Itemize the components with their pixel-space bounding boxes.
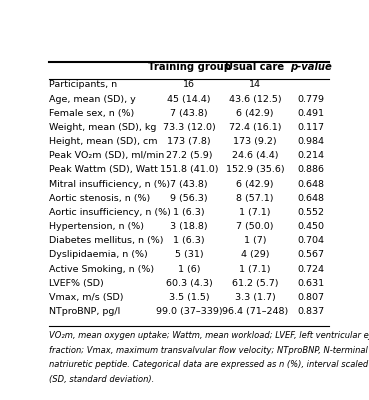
Text: 99.0 (37–339): 99.0 (37–339) — [156, 307, 223, 316]
Text: 0.648: 0.648 — [297, 180, 324, 189]
Text: 8 (57.1): 8 (57.1) — [236, 194, 274, 203]
Text: Aortic insufficiency, n (%): Aortic insufficiency, n (%) — [49, 208, 171, 217]
Text: 0.704: 0.704 — [297, 236, 324, 245]
Text: 1 (6): 1 (6) — [178, 265, 200, 274]
Text: 1 (7.1): 1 (7.1) — [239, 265, 270, 274]
Text: 152.9 (35.6): 152.9 (35.6) — [225, 166, 284, 174]
Text: 0.837: 0.837 — [297, 307, 324, 316]
Text: 9 (56.3): 9 (56.3) — [170, 194, 208, 203]
Text: p-value: p-value — [290, 62, 331, 72]
Text: natriuretic peptide. Categorical data are expressed as n (%), interval scaled da: natriuretic peptide. Categorical data ar… — [49, 360, 369, 369]
Text: VO₂m, mean oxygen uptake; Wattm, mean workload; LVEF, left ventricular ejection: VO₂m, mean oxygen uptake; Wattm, mean wo… — [49, 331, 369, 340]
Text: Active Smoking, n (%): Active Smoking, n (%) — [49, 265, 154, 274]
Text: 1 (6.3): 1 (6.3) — [173, 236, 205, 245]
Text: LVEF% (SD): LVEF% (SD) — [49, 279, 104, 288]
Text: 0.724: 0.724 — [297, 265, 324, 274]
Text: 5 (31): 5 (31) — [175, 250, 203, 260]
Text: 16: 16 — [183, 80, 195, 90]
Text: 60.3 (4.3): 60.3 (4.3) — [166, 279, 213, 288]
Text: 0.491: 0.491 — [297, 109, 324, 118]
Text: Height, mean (SD), cm: Height, mean (SD), cm — [49, 137, 158, 146]
Text: 6 (42.9): 6 (42.9) — [236, 180, 274, 189]
Text: Peak VO₂m (SD), ml/min: Peak VO₂m (SD), ml/min — [49, 151, 164, 160]
Text: Vmax, m/s (SD): Vmax, m/s (SD) — [49, 293, 124, 302]
Text: Hypertension, n (%): Hypertension, n (%) — [49, 222, 144, 231]
Text: 96.4 (71–248): 96.4 (71–248) — [222, 307, 288, 316]
Text: 27.2 (5.9): 27.2 (5.9) — [166, 151, 213, 160]
Text: 14: 14 — [249, 80, 261, 90]
Text: 45 (14.4): 45 (14.4) — [168, 95, 211, 104]
Text: 0.779: 0.779 — [297, 95, 324, 104]
Text: fraction; Vmax, maximum transvalvular flow velocity; NTproBNP, N-terminal probra: fraction; Vmax, maximum transvalvular fl… — [49, 346, 369, 354]
Text: 0.214: 0.214 — [297, 151, 324, 160]
Text: 151.8 (41.0): 151.8 (41.0) — [160, 166, 218, 174]
Text: 0.886: 0.886 — [297, 166, 324, 174]
Text: 7 (50.0): 7 (50.0) — [236, 222, 274, 231]
Text: 173 (7.8): 173 (7.8) — [167, 137, 211, 146]
Text: 0.807: 0.807 — [297, 293, 324, 302]
Text: 0.648: 0.648 — [297, 194, 324, 203]
Text: 1 (7.1): 1 (7.1) — [239, 208, 270, 217]
Text: 43.6 (12.5): 43.6 (12.5) — [228, 95, 281, 104]
Text: 3 (18.8): 3 (18.8) — [170, 222, 208, 231]
Text: (SD, standard deviation).: (SD, standard deviation). — [49, 375, 154, 384]
Text: 24.6 (4.4): 24.6 (4.4) — [232, 151, 278, 160]
Text: 0.117: 0.117 — [297, 123, 324, 132]
Text: 6 (42.9): 6 (42.9) — [236, 109, 274, 118]
Text: Age, mean (SD), y: Age, mean (SD), y — [49, 95, 136, 104]
Text: Peak Wattm (SD), Watt: Peak Wattm (SD), Watt — [49, 166, 158, 174]
Text: 61.2 (5.7): 61.2 (5.7) — [232, 279, 278, 288]
Text: 7 (43.8): 7 (43.8) — [170, 180, 208, 189]
Text: 1 (6.3): 1 (6.3) — [173, 208, 205, 217]
Text: 3.3 (1.7): 3.3 (1.7) — [235, 293, 275, 302]
Text: Training group: Training group — [148, 62, 231, 72]
Text: 0.984: 0.984 — [297, 137, 324, 146]
Text: 3.5 (1.5): 3.5 (1.5) — [169, 293, 210, 302]
Text: 73.3 (12.0): 73.3 (12.0) — [163, 123, 215, 132]
Text: Dyslipidaemia, n (%): Dyslipidaemia, n (%) — [49, 250, 148, 260]
Text: Aortic stenosis, n (%): Aortic stenosis, n (%) — [49, 194, 150, 203]
Text: NTproBNP, pg/l: NTproBNP, pg/l — [49, 307, 120, 316]
Text: Participants, n: Participants, n — [49, 80, 117, 90]
Text: Weight, mean (SD), kg: Weight, mean (SD), kg — [49, 123, 156, 132]
Text: 7 (43.8): 7 (43.8) — [170, 109, 208, 118]
Text: 0.450: 0.450 — [297, 222, 324, 231]
Text: 0.552: 0.552 — [297, 208, 324, 217]
Text: Female sex, n (%): Female sex, n (%) — [49, 109, 134, 118]
Text: 173 (9.2): 173 (9.2) — [233, 137, 277, 146]
Text: 0.567: 0.567 — [297, 250, 324, 260]
Text: 1 (7): 1 (7) — [244, 236, 266, 245]
Text: Diabetes mellitus, n (%): Diabetes mellitus, n (%) — [49, 236, 163, 245]
Text: 0.631: 0.631 — [297, 279, 324, 288]
Text: Mitral insufficiency, n (%): Mitral insufficiency, n (%) — [49, 180, 170, 189]
Text: Usual care: Usual care — [225, 62, 284, 72]
Text: 4 (29): 4 (29) — [241, 250, 269, 260]
Text: 72.4 (16.1): 72.4 (16.1) — [229, 123, 281, 132]
